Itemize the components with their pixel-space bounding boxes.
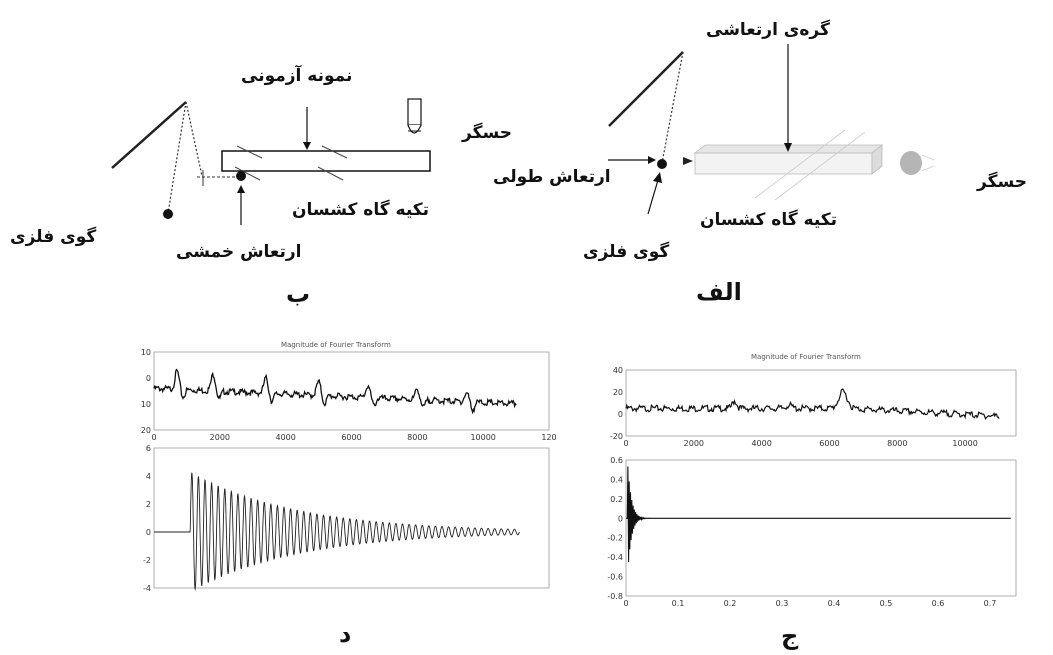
y-tick-label: -0.4 bbox=[607, 553, 623, 562]
metal-ball-icon bbox=[163, 209, 173, 219]
elastic-support-label-be: تکیه گاه کشسان bbox=[292, 200, 430, 220]
x-tick-label: 2000 bbox=[210, 433, 230, 442]
metal-ball-label-be: گوی فلزی bbox=[10, 227, 97, 247]
y-tick-label: -2 bbox=[143, 556, 151, 565]
dal-signal-chart: 6 4 2 0 -2 -4 bbox=[143, 444, 550, 593]
y-tick-label: 6 bbox=[146, 444, 151, 453]
caption-alef: الف bbox=[696, 278, 742, 306]
y-tick-label: 0 bbox=[618, 514, 623, 523]
panel-be-diagram bbox=[111, 98, 431, 225]
impact-arrowhead bbox=[683, 157, 693, 165]
ball-arrowhead bbox=[653, 172, 662, 183]
pendulum-arm-alef bbox=[608, 51, 684, 127]
x-tick-label: 0.7 bbox=[984, 599, 997, 608]
metal-ball-label-alef: گوی فلزی bbox=[583, 242, 670, 262]
dal-signal-series-line bbox=[154, 472, 520, 591]
sensor-label-be: حسگر bbox=[462, 123, 513, 143]
x-tick-label: 0.1 bbox=[672, 599, 685, 608]
x-tick-label: 6000 bbox=[341, 433, 361, 442]
pendulum-string-2 bbox=[185, 101, 203, 177]
y-tick-label: 2 bbox=[146, 500, 151, 509]
y-tick-label: -10 bbox=[140, 400, 151, 409]
jim-fft-series-line bbox=[625, 388, 1000, 420]
y-tick-label: 4 bbox=[146, 472, 151, 481]
jim-fft-title: Magnitude of Fourier Transform bbox=[751, 353, 861, 361]
vibration-node-label: گره‌ی ارتعاشی bbox=[706, 20, 830, 40]
elastic-support-label-alef: تکیه گاه کشسان bbox=[700, 210, 838, 230]
y-tick-label: -20 bbox=[610, 432, 623, 441]
x-tick-label: 4000 bbox=[751, 439, 771, 448]
y-tick-label: -0.6 bbox=[607, 573, 623, 582]
dal-fft-title: Magnitude of Fourier Transform bbox=[281, 341, 391, 349]
dal-fft-yticks: 10 0 -10 -20 bbox=[140, 348, 151, 435]
x-tick-label: 6000 bbox=[819, 439, 839, 448]
y-tick-label: 10 bbox=[141, 348, 151, 357]
panel-alef-diagram bbox=[608, 44, 935, 215]
sensor-icon-alef bbox=[900, 151, 922, 175]
impact-point-icon bbox=[236, 171, 246, 181]
x-tick-label: 0.4 bbox=[828, 599, 841, 608]
pendulum-string bbox=[167, 101, 187, 214]
x-tick-label: 0 bbox=[151, 433, 156, 442]
sensor-icon bbox=[407, 98, 422, 134]
test-bar-3d bbox=[693, 144, 884, 175]
dal-fft-chart: 10 0 -10 -20 0 2000 4000 6000 8000 10000 120 bbox=[140, 348, 557, 442]
y-tick-label: 0 bbox=[618, 410, 623, 419]
test-sample-label: نمونه آزمونی bbox=[241, 66, 353, 86]
jim-fft-yticks: 40 20 0 -20 bbox=[610, 366, 623, 441]
jim-signal-chart: 0.6 0.4 0.2 0 -0.2 -0.4 -0.6 -0.8 0 0.1 0.2 0.3 0.4… bbox=[607, 456, 1017, 608]
y-tick-label: 0.4 bbox=[610, 475, 623, 484]
x-tick-label: 2000 bbox=[684, 439, 704, 448]
support-lines bbox=[234, 145, 348, 181]
node-arrowhead bbox=[784, 143, 792, 152]
caption-jim: ج bbox=[781, 622, 799, 650]
jim-signal-yticks: 0.6 0.4 0.2 0 -0.2 -0.4 -0.6 -0.8 bbox=[607, 456, 623, 601]
x-tick-label: 0 bbox=[623, 599, 628, 608]
jim-signal-xticks: 0 0.1 0.2 0.3 0.4 0.5 0.6 0.7 bbox=[623, 599, 996, 608]
y-tick-label: -4 bbox=[143, 584, 151, 593]
x-tick-label: 8000 bbox=[407, 433, 427, 442]
y-tick-label: -0.2 bbox=[607, 534, 623, 543]
jim-signal-series-line bbox=[626, 466, 1011, 563]
x-tick-label: 0.2 bbox=[724, 599, 737, 608]
dal-fft-xticks: 0 2000 4000 6000 8000 10000 120 bbox=[151, 433, 556, 442]
pendulum-arm bbox=[111, 101, 187, 169]
y-tick-label: 0.2 bbox=[610, 495, 623, 504]
x-tick-label: 4000 bbox=[275, 433, 295, 442]
metal-ball-icon-alef bbox=[657, 159, 667, 169]
x-tick-label: 0.6 bbox=[932, 599, 945, 608]
test-sample-arrowhead bbox=[303, 142, 311, 150]
y-tick-label: 0.6 bbox=[610, 456, 623, 465]
jim-fft-xticks: 0 2000 4000 6000 8000 10000 bbox=[623, 439, 977, 448]
y-tick-label: -20 bbox=[140, 426, 151, 435]
dal-signal-yticks: 6 4 2 0 -2 -4 bbox=[143, 444, 151, 593]
x-tick-label: 0.3 bbox=[776, 599, 789, 608]
y-tick-label: 0 bbox=[146, 374, 151, 383]
caption-dal: د bbox=[339, 620, 352, 648]
longitudinal-arrowhead bbox=[648, 156, 656, 164]
y-tick-label: 40 bbox=[613, 366, 623, 375]
y-tick-label: 0 bbox=[146, 528, 151, 537]
support-lines-alef bbox=[754, 129, 866, 201]
x-tick-label: 0.5 bbox=[880, 599, 893, 608]
longitudinal-vibration-label: ارتعاش طولی bbox=[493, 167, 611, 187]
caption-be: ب bbox=[286, 280, 311, 308]
sensor-label-alef: حسگر bbox=[977, 172, 1028, 192]
x-tick-label: 120 bbox=[541, 433, 556, 442]
flexural-arrowhead bbox=[237, 185, 245, 193]
x-tick-label: 10000 bbox=[952, 439, 977, 448]
dal-fft-series-line bbox=[153, 368, 517, 415]
pendulum-string-alef bbox=[661, 51, 684, 164]
ball-arrow bbox=[647, 179, 659, 215]
y-tick-label: 20 bbox=[613, 388, 623, 397]
y-tick-label: -0.8 bbox=[607, 592, 623, 601]
flexural-vibration-label: ارتعاش خمشی bbox=[176, 242, 302, 262]
x-tick-label: 8000 bbox=[887, 439, 907, 448]
x-tick-label: 10000 bbox=[470, 433, 495, 442]
x-tick-label: 0 bbox=[623, 439, 628, 448]
